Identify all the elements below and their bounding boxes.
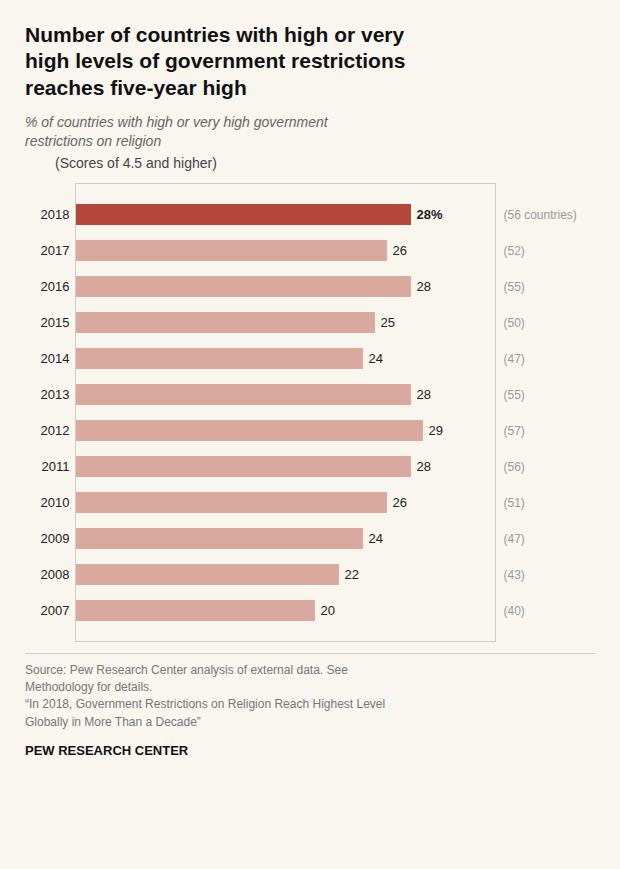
- svg-text:2010: 2010: [41, 495, 70, 510]
- svg-text:(56 countries): (56 countries): [504, 207, 577, 221]
- svg-text:2013: 2013: [41, 387, 70, 402]
- svg-text:(40): (40): [504, 603, 525, 617]
- svg-text:2017: 2017: [41, 243, 70, 258]
- svg-text:2018: 2018: [41, 207, 70, 222]
- svg-text:(56): (56): [504, 459, 525, 473]
- svg-text:28: 28: [417, 387, 431, 402]
- svg-text:22: 22: [345, 567, 359, 582]
- svg-text:2009: 2009: [41, 531, 70, 546]
- svg-text:28%: 28%: [417, 207, 443, 222]
- svg-text:29: 29: [429, 423, 443, 438]
- svg-text:(52): (52): [504, 243, 525, 257]
- html-text:Source: Pew Research Center an: Source: Pew Research Center analysis of …: [25, 662, 386, 729]
- svg-text:(55): (55): [504, 279, 525, 293]
- svg-text:2008: 2008: [41, 567, 70, 582]
- svg-text:25: 25: [381, 315, 395, 330]
- svg-text:2012: 2012: [41, 423, 70, 438]
- svg-text:2007: 2007: [41, 603, 70, 618]
- svg-text:24: 24: [369, 351, 383, 366]
- svg-text:(47): (47): [504, 351, 525, 365]
- svg-text:(47): (47): [504, 531, 525, 545]
- svg-text:2011: 2011: [42, 459, 70, 474]
- html-text:Number of countries with high: Number of countries with high or very hi…: [25, 23, 406, 99]
- svg-text:(50): (50): [504, 315, 525, 329]
- html-text:% of countries with high or ve: % of countries with high or very high go…: [25, 113, 328, 149]
- svg-text:(43): (43): [504, 567, 525, 581]
- svg-text:(55): (55): [504, 387, 525, 401]
- svg-text:(57): (57): [504, 423, 525, 437]
- svg-text:28: 28: [417, 459, 431, 474]
- svg-text:(51): (51): [504, 495, 525, 509]
- svg-text:2015: 2015: [41, 315, 70, 330]
- svg-text:26: 26: [393, 495, 407, 510]
- svg-text:20: 20: [321, 603, 335, 618]
- svg-text:26: 26: [393, 243, 407, 258]
- html-text:PEW RESEARCH CENTER: PEW RESEARCH CENTER: [25, 743, 189, 759]
- svg-text:2014: 2014: [41, 351, 70, 366]
- svg-text:24: 24: [369, 531, 383, 546]
- svg-text:28: 28: [417, 279, 431, 294]
- html-text:(Scores of 4.5 and higher): (Scores of 4.5 and higher): [55, 154, 217, 171]
- svg-text:2016: 2016: [41, 279, 70, 294]
